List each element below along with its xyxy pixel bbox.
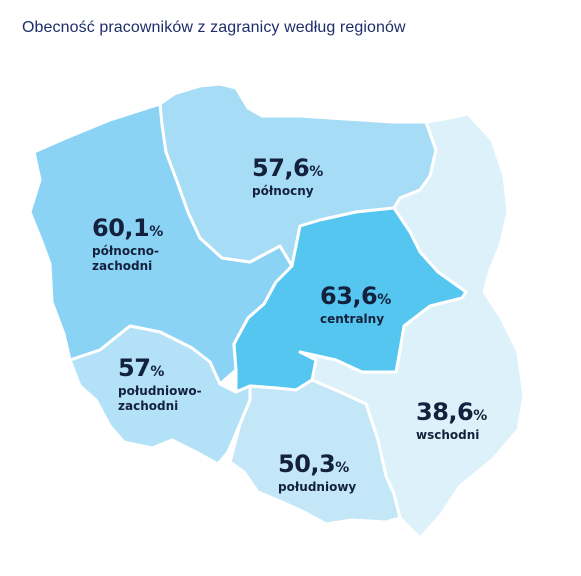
region-value: 60,1: [92, 214, 150, 242]
region-value-row: 50,3%: [278, 450, 356, 478]
map-title: Obecność pracowników z zagranicy według …: [22, 19, 406, 36]
region-unit: %: [335, 460, 350, 476]
region-value-row: 63,6%: [320, 282, 391, 310]
region-unit: %: [150, 364, 165, 380]
region-name-line-2: zachodni: [92, 259, 153, 273]
region-label-poludniowo-zachodni: 57% południowo- zachodni: [118, 354, 202, 414]
region-name: południowo- zachodni: [118, 384, 202, 414]
region-name: północno- zachodni: [92, 244, 163, 274]
region-label-wschodni: 38,6% wschodni: [416, 398, 487, 443]
region-name: północny: [252, 184, 314, 198]
region-value-row: 60,1%: [92, 214, 163, 242]
region-label-poludniowy: 50,3% południowy: [278, 450, 356, 495]
region-name-line-1: południowo-: [118, 384, 202, 398]
region-centralny: [232, 206, 468, 394]
region-label-polnocny: 57,6% północny: [252, 154, 323, 199]
region-unit: %: [309, 164, 324, 180]
region-name: południowy: [278, 480, 357, 494]
region-poludniowy: [228, 378, 402, 526]
region-label-centralny: 63,6% centralny: [320, 282, 391, 327]
region-value: 63,6: [320, 282, 378, 310]
region-value: 38,6: [416, 398, 474, 426]
region-value-row: 57,6%: [252, 154, 323, 182]
region-label-polnocno-zachodni: 60,1% północno- zachodni: [92, 214, 163, 274]
region-name-line-2: zachodni: [118, 399, 179, 413]
region-unit: %: [377, 292, 392, 308]
region-name: wschodni: [416, 428, 480, 442]
region-name: centralny: [320, 312, 385, 326]
region-value: 50,3: [278, 450, 336, 478]
region-name-line-1: północno-: [92, 244, 159, 258]
region-value: 57: [118, 354, 151, 382]
region-value-row: 38,6%: [416, 398, 487, 426]
region-value-row: 57%: [118, 354, 202, 382]
region-unit: %: [149, 224, 164, 240]
region-unit: %: [473, 408, 488, 424]
region-value: 57,6: [252, 154, 310, 182]
